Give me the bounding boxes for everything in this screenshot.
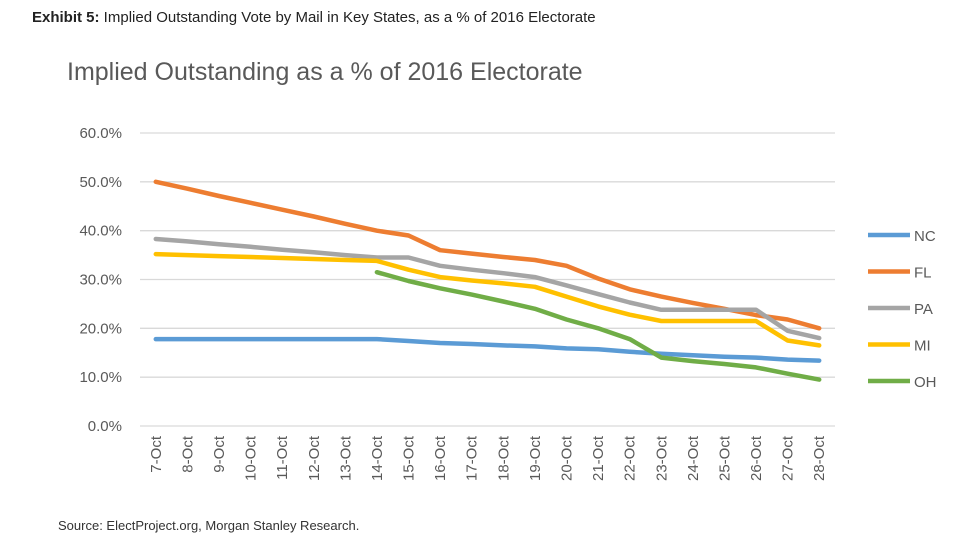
x-tick-label: 24-Oct [685, 435, 702, 481]
x-tick-label: 18-Oct [495, 435, 512, 481]
y-tick-label: 20.0% [79, 320, 122, 337]
x-tick-label: 25-Oct [716, 435, 733, 481]
legend-label-fl: FL [914, 265, 932, 282]
x-tick-label: 19-Oct [527, 435, 544, 481]
legend-label-mi: MI [914, 338, 931, 355]
y-tick-label: 40.0% [79, 223, 122, 240]
exhibit-text: Implied Outstanding Vote by Mail in Key … [99, 9, 596, 26]
x-tick-label: 20-Oct [558, 435, 575, 481]
y-tick-label: 30.0% [79, 272, 122, 289]
series-line-pa [153, 236, 822, 341]
y-tick-label: 50.0% [79, 174, 122, 191]
x-tick-label: 26-Oct [748, 435, 765, 481]
x-tick-label: 16-Oct [432, 435, 449, 481]
x-tick-label: 11-Oct [274, 435, 291, 480]
x-tick-label: 21-Oct [590, 435, 607, 481]
x-tick-label: 13-Oct [337, 435, 354, 481]
x-tick-label: 28-Oct [811, 435, 828, 481]
y-tick-label: 60.0% [79, 125, 122, 142]
x-tick-label: 10-Oct [243, 435, 260, 481]
series-line-fl [153, 179, 822, 331]
series-line-mi [153, 251, 822, 348]
x-tick-label: 15-Oct [401, 435, 418, 481]
y-tick-label: 0.0% [88, 418, 122, 435]
chart-title: Implied Outstanding as a % of 2016 Elect… [67, 58, 583, 86]
exhibit-caption: Exhibit 5: Implied Outstanding Vote by M… [32, 9, 596, 26]
exhibit-label: Exhibit 5: [32, 9, 100, 26]
x-tick-label: 23-Oct [653, 435, 670, 481]
y-tick-label: 10.0% [79, 369, 122, 386]
legend-label-pa: PA [914, 301, 933, 318]
x-tick-label: 8-Oct [179, 435, 196, 473]
series-line-oh [374, 269, 822, 382]
legend-label-oh: OH [914, 374, 937, 391]
source-note: Source: ElectProject.org, Morgan Stanley… [58, 518, 360, 533]
x-tick-label: 14-Oct [369, 435, 386, 481]
x-tick-label: 9-Oct [211, 435, 228, 473]
series-line-nc [153, 336, 822, 363]
x-tick-label: 27-Oct [780, 435, 797, 481]
x-tick-label: 12-Oct [306, 435, 323, 481]
x-tick-label: 7-Oct [148, 435, 165, 473]
x-tick-label: 17-Oct [464, 435, 481, 481]
legend-label-nc: NC [914, 228, 936, 245]
x-tick-label: 22-Oct [622, 435, 639, 481]
